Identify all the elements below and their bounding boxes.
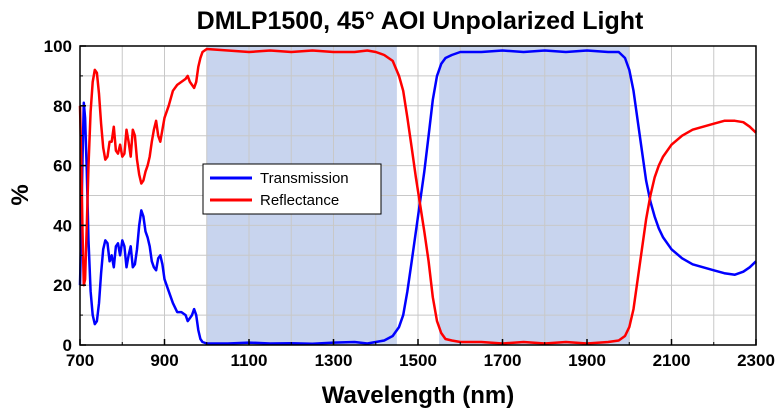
y-tick-label: 40 <box>53 216 72 235</box>
y-axis-title: % <box>7 184 34 205</box>
x-tick-label: 1500 <box>399 351 437 370</box>
x-tick-label: 1900 <box>568 351 606 370</box>
y-tick-label: 100 <box>44 37 72 56</box>
series-line-transmission <box>78 49 757 346</box>
legend: Transmission Reflectance <box>202 163 382 215</box>
x-tick-label: 2100 <box>653 351 691 370</box>
x-tick-label: 1700 <box>484 351 522 370</box>
x-tick-label: 1100 <box>231 351 268 370</box>
x-tick-label: 700 <box>66 351 94 370</box>
legend-label-reflectance: Reflectance <box>260 192 339 209</box>
series-line-reflectance <box>78 47 757 345</box>
y-tick-label: 20 <box>53 276 72 295</box>
y-tick-label: 60 <box>53 157 72 176</box>
x-tick-label: 2300 <box>737 351 775 370</box>
x-tick-label: 900 <box>150 351 178 370</box>
y-tick-label: 0 <box>63 336 72 355</box>
y-tick-label: 80 <box>53 97 72 116</box>
x-tick-label: 1300 <box>315 351 353 370</box>
chart-title: DMLP1500, 45° AOI Unpolarized Light <box>197 7 644 35</box>
legend-label-transmission: Transmission <box>260 170 349 187</box>
axis-ticks: 700 900 1100 1300 1500 1700 1900 2100 2300 0 20 40 6… <box>44 37 775 370</box>
legend-box <box>202 163 382 215</box>
series-lines <box>78 47 757 346</box>
x-axis-title: Wavelength (nm) <box>322 382 514 409</box>
